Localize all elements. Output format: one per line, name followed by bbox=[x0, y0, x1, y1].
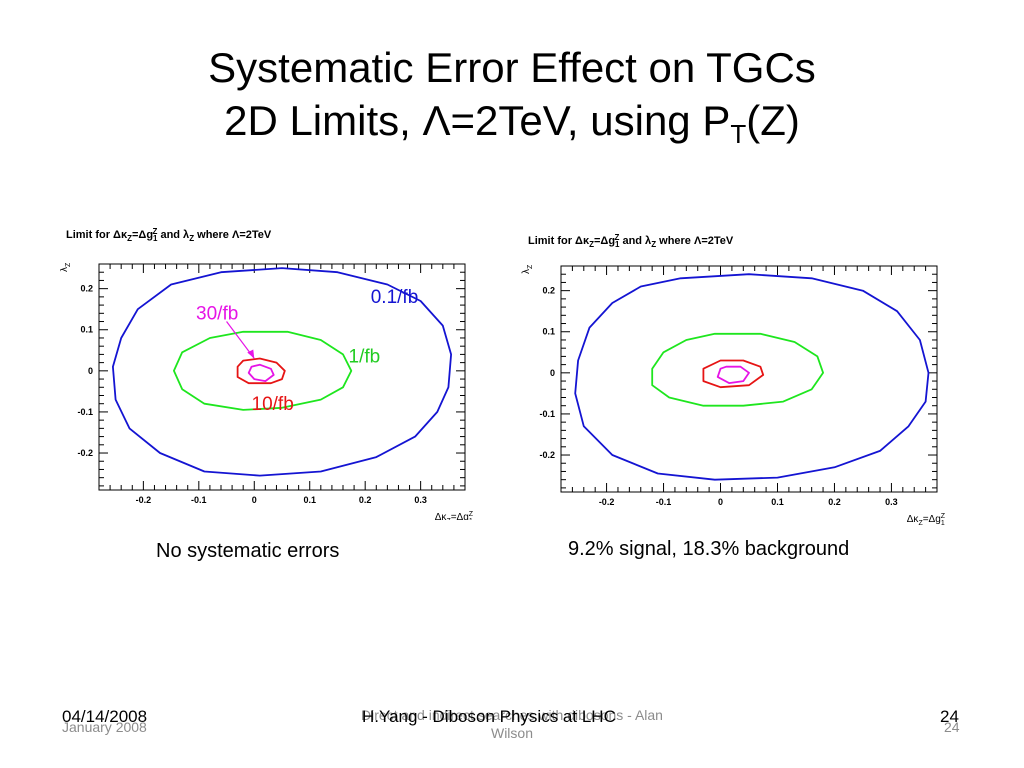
contour-2 bbox=[173, 330, 353, 411]
footer-ghost-center-line1: Direct and indirect searches with diboso… bbox=[361, 707, 663, 723]
plot-title: Limit for ΔκZ=Δg1Z and λZ where Λ=2TeV bbox=[528, 233, 734, 249]
plot-title-part: =Δg bbox=[594, 235, 615, 247]
y-tick-label: -0.1 bbox=[77, 407, 93, 417]
y-axis-label-lambda: λ bbox=[521, 269, 532, 274]
x-axis-label-part: Z bbox=[469, 511, 474, 518]
x-axis-label-part: =Δg bbox=[451, 512, 469, 520]
contour-1 bbox=[112, 267, 453, 477]
plot-title-part: Limit for Δκ bbox=[528, 235, 590, 247]
plot-title-part: Z bbox=[651, 240, 656, 249]
y-axis-label-sub: Z bbox=[65, 262, 72, 267]
x-axis-label-part: 1 bbox=[941, 520, 945, 527]
contour-3 bbox=[702, 359, 765, 389]
plot-title-part: Z bbox=[153, 227, 158, 236]
contour-2 bbox=[651, 332, 825, 407]
y-tick-label: 0.1 bbox=[542, 327, 555, 337]
plot-title-part: Z bbox=[127, 234, 132, 243]
x-tick-label: 0.2 bbox=[828, 497, 841, 507]
x-axis-label: ΔκZ=Δg1Z bbox=[435, 511, 474, 520]
y-tick-label: 0 bbox=[550, 368, 555, 378]
footer-date: 04/14/2008 bbox=[62, 707, 148, 726]
contour-label: 1/fb bbox=[349, 347, 381, 368]
plot-title-part: and λ bbox=[619, 235, 651, 247]
y-axis-label-text: λZ bbox=[521, 264, 534, 274]
y-tick-label: -0.2 bbox=[539, 450, 555, 460]
footer-ghost-center-line2: Wilson bbox=[490, 725, 533, 741]
contour-4 bbox=[247, 363, 275, 383]
contour-label: 10/fb bbox=[252, 394, 294, 415]
y-tick-label: -0.2 bbox=[77, 448, 93, 458]
plot-title-part: Z bbox=[189, 234, 194, 243]
plot-title-part: where Λ=2TeV bbox=[656, 235, 734, 247]
x-axis-label: ΔκZ=Δg1Z bbox=[907, 513, 946, 527]
title-line2-prefix: 2D Limits, Λ=2TeV, using P bbox=[224, 97, 731, 144]
x-tick-label: 0 bbox=[718, 497, 723, 507]
y-tick-label: 0.2 bbox=[80, 284, 93, 294]
x-axis-label-part: Z bbox=[941, 513, 946, 520]
contour-4 bbox=[716, 365, 750, 385]
caption-left: No systematic errors bbox=[156, 540, 340, 562]
y-tick-label: -0.1 bbox=[539, 409, 555, 419]
contour-label: 0.1/fb bbox=[371, 287, 419, 308]
plot-title-part: Limit for Δκ bbox=[66, 229, 128, 241]
y-tick-label: 0.2 bbox=[542, 286, 555, 296]
footer-ghost-page: 24 bbox=[944, 719, 960, 735]
y-tick-label: 0 bbox=[88, 366, 93, 376]
x-axis-label-part: =Δg bbox=[923, 514, 941, 525]
x-tick-label: 0.1 bbox=[771, 497, 784, 507]
x-tick-label: -0.2 bbox=[599, 497, 615, 507]
y-axis-label-sub: Z bbox=[527, 264, 534, 269]
plot-title-part: where Λ=2TeV bbox=[194, 229, 272, 241]
plot-frame bbox=[560, 265, 938, 493]
plot-title-part: 1 bbox=[615, 240, 620, 249]
footer-ghost-date: January 2008 bbox=[62, 719, 147, 735]
plot-title-part: Z bbox=[615, 233, 620, 242]
plot-title: Limit for ΔκZ=Δg1Z and λZ where Λ=2TeV bbox=[66, 227, 272, 243]
plot-title-part: Z bbox=[589, 240, 594, 249]
x-tick-label: 0.2 bbox=[359, 495, 372, 505]
arrow-30fb-head bbox=[247, 349, 255, 359]
plot-title-part: and λ bbox=[157, 229, 189, 241]
footer-ghost-center: Direct and indirect searches with diboso… bbox=[300, 706, 724, 742]
slide-title-line1: Systematic Error Effect on TGCs bbox=[208, 44, 816, 91]
contour-plot-with-systematics: Limit for ΔκZ=Δg1Z and λZ where Λ=2TeVλZ… bbox=[521, 233, 946, 527]
contour-3 bbox=[236, 357, 286, 385]
y-tick-label: 0.1 bbox=[80, 325, 93, 335]
title-line2-suffix: (Z) bbox=[746, 97, 800, 144]
y-axis-label: λZ bbox=[60, 262, 72, 272]
slide-title-line2: 2D Limits, Λ=2TeV, using PT(Z) bbox=[0, 95, 1024, 160]
y-axis-label: λZ bbox=[521, 264, 534, 274]
title-line2-subscript: T bbox=[730, 119, 747, 149]
contour-1 bbox=[574, 273, 930, 481]
contour-plot-no-systematics: Limit for ΔκZ=Δg1Z and λZ where Λ=2TeVλZ… bbox=[60, 227, 474, 520]
x-tick-label: 0.3 bbox=[885, 497, 898, 507]
footer-page-number: 24 bbox=[940, 707, 959, 726]
caption-right: 9.2% signal, 18.3% background bbox=[568, 538, 850, 560]
x-tick-label: 0.1 bbox=[303, 495, 316, 505]
contour-label: 30/fb bbox=[196, 303, 238, 324]
x-axis-label-part: Δκ bbox=[435, 512, 448, 520]
plot-title-part: 1 bbox=[153, 234, 158, 243]
x-tick-label: 0.3 bbox=[414, 495, 427, 505]
x-tick-label: -0.2 bbox=[136, 495, 152, 505]
x-axis-label-part: Δκ bbox=[907, 514, 920, 525]
plot-title-part: =Δg bbox=[132, 229, 153, 241]
x-tick-label: -0.1 bbox=[191, 495, 207, 505]
y-axis-label-text: λZ bbox=[60, 262, 72, 272]
footer-center: H.Yang - Diboson Physics at LHC bbox=[362, 707, 616, 726]
x-axis-label-part: 1 bbox=[469, 518, 473, 520]
x-axis-label-part: Z bbox=[918, 520, 923, 527]
x-tick-label: 0 bbox=[252, 495, 257, 505]
x-axis-label-part: Z bbox=[446, 518, 451, 520]
plot-frame bbox=[98, 263, 466, 491]
x-tick-label: -0.1 bbox=[656, 497, 672, 507]
y-axis-label-lambda: λ bbox=[60, 267, 70, 272]
